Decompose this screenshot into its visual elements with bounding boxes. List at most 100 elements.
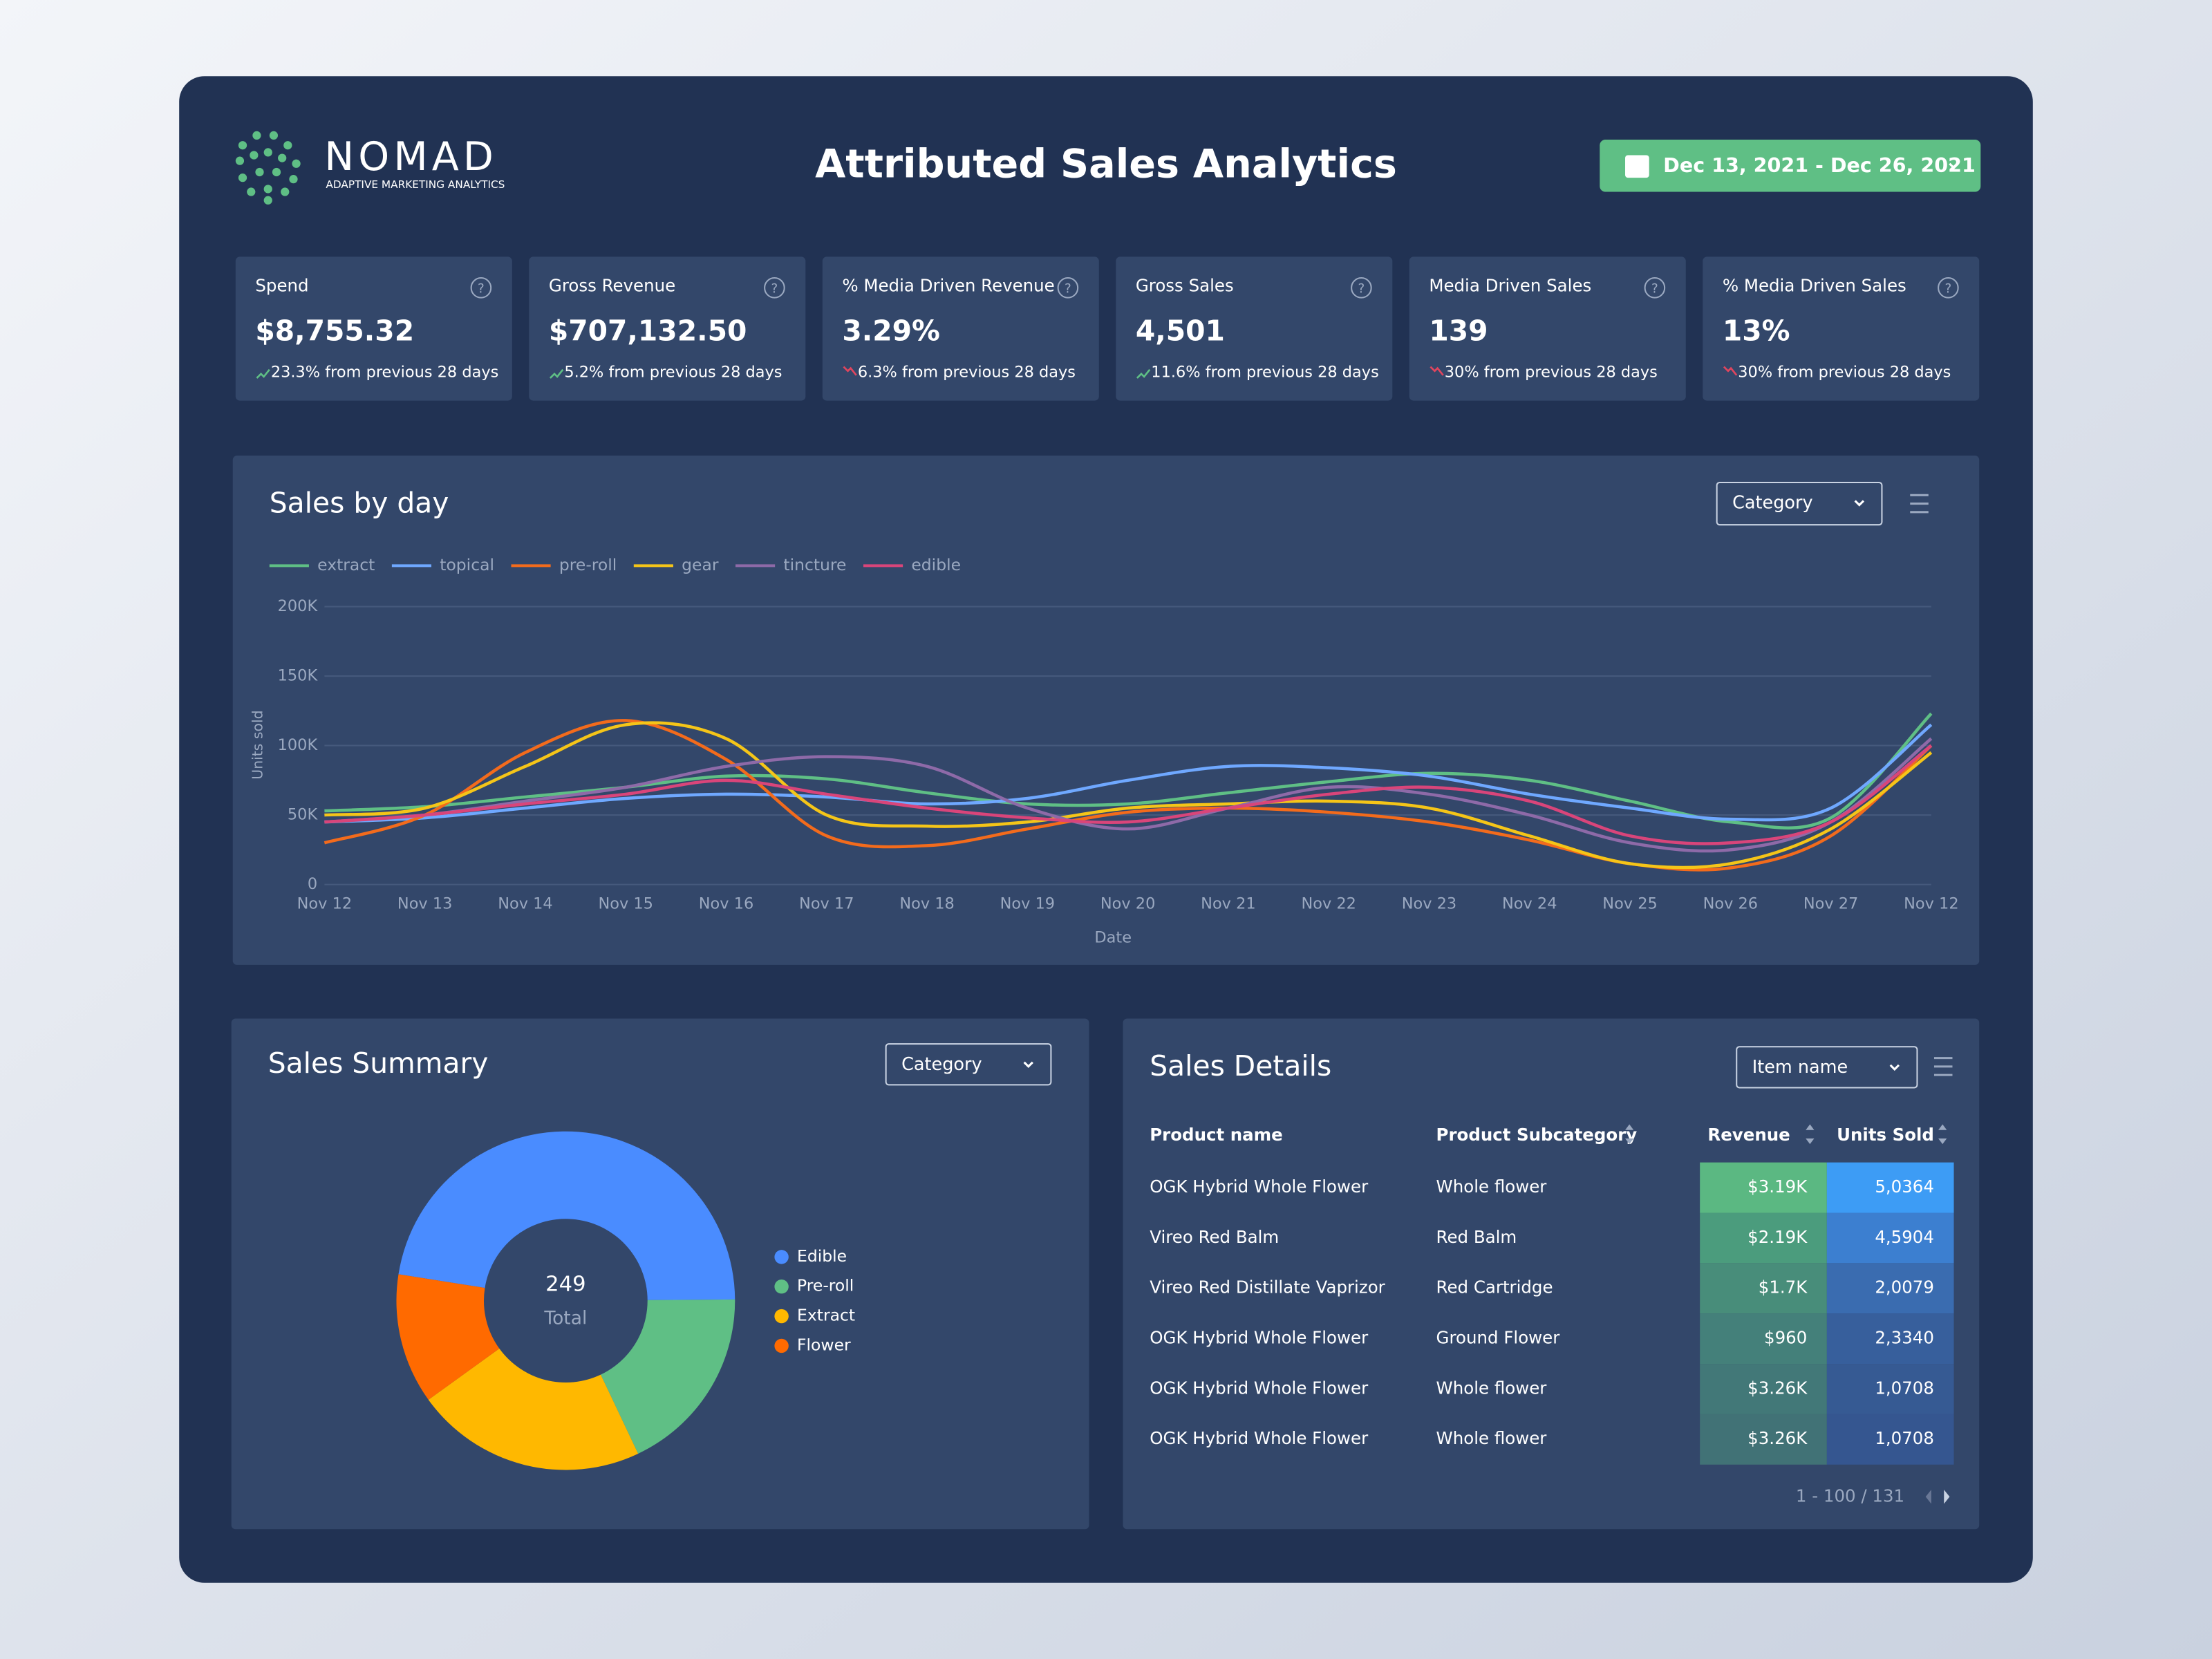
kpi-value: 3.29% — [842, 315, 940, 348]
dropdown-label[interactable]: Category — [901, 1054, 982, 1075]
help-icon[interactable] — [470, 277, 492, 299]
kpi-row: Spend ? $8,755.32 23.3% from previous 28 da… — [235, 256, 1980, 401]
revenue-cell — [1700, 1313, 1827, 1365]
x-tick-label: Nov 21 — [1201, 895, 1255, 913]
cell-text: Whole flower — [1436, 1428, 1548, 1448]
legend-label: Edible — [797, 1246, 847, 1266]
kpi-card — [1116, 256, 1393, 401]
menu-icon[interactable] — [1933, 1057, 1953, 1076]
line-chart: 0 50K 100K 150K 200K Nov 12 Nov 13 Nov 14 Nov 15… — [269, 555, 1959, 913]
item-dropdown[interactable] — [1736, 1046, 1918, 1089]
calendar-icon — [1625, 155, 1649, 178]
legend-dot — [774, 1338, 789, 1353]
line-card — [232, 456, 1980, 965]
sort-icon[interactable] — [1806, 1124, 1815, 1145]
logo-text: NOMAD — [324, 134, 498, 180]
legend-label: Pre-roll — [797, 1276, 854, 1295]
y-tick-label: 100K — [278, 736, 319, 754]
trend-icon — [256, 368, 270, 379]
column-header[interactable]: Revenue — [1707, 1125, 1790, 1145]
cell-text: $3.26K — [1747, 1378, 1808, 1398]
units-cell — [1826, 1364, 1954, 1414]
prev-page[interactable] — [1925, 1490, 1931, 1504]
y-tick-label: 200K — [278, 597, 319, 615]
cell-text: Whole flower — [1436, 1378, 1548, 1398]
cell-text: OGK Hybrid Whole Flower — [1150, 1328, 1369, 1348]
help-icon[interactable] — [1057, 277, 1079, 299]
cell-text: 5,0364 — [1875, 1177, 1934, 1197]
y-tick-label: 50K — [288, 806, 319, 824]
help-icon[interactable] — [1351, 277, 1372, 299]
chevron — [1889, 1064, 1900, 1071]
kpi-label: Spend — [255, 275, 308, 295]
revenue-cell — [1700, 1162, 1827, 1213]
sort-icon[interactable] — [1625, 1124, 1634, 1145]
category-dropdown[interactable] — [1716, 481, 1883, 526]
cell-text: OGK Hybrid Whole Flower — [1150, 1378, 1369, 1398]
dropdown-label[interactable]: Category — [1732, 493, 1812, 514]
help-mark: ? — [1065, 281, 1071, 296]
date-picker-button[interactable] — [1600, 140, 1981, 192]
legend-label: edible — [911, 555, 961, 574]
series-line — [324, 744, 1933, 845]
next-page[interactable] — [1944, 1490, 1950, 1504]
menu-icon[interactable] — [1910, 494, 1929, 514]
chevron — [1023, 1061, 1033, 1069]
legend-dot — [774, 1280, 789, 1294]
date-range[interactable]: Dec 13, 2021 - Dec 26, 2021 — [1663, 153, 1976, 177]
donut-total-label: Total — [543, 1308, 587, 1329]
column-header[interactable]: Product Subcategory — [1436, 1125, 1638, 1145]
units-cell — [1826, 1162, 1954, 1213]
logo-tagline: ADAPTIVE MARKETING ANALYTICS — [326, 178, 505, 191]
donut-chart: Edible Pre-roll Extract Flower — [396, 1131, 855, 1470]
cell-text: 2,3340 — [1875, 1328, 1934, 1348]
help-icon[interactable] — [1938, 277, 1959, 299]
kpi-value: 4,501 — [1136, 315, 1225, 348]
kpi-label: Gross Sales — [1136, 275, 1234, 295]
kpi-change: 30% from previous 28 days — [1445, 363, 1658, 381]
category-dropdown[interactable] — [885, 1043, 1052, 1086]
donut-total: 249 — [545, 1273, 585, 1297]
legend-label: tincture — [783, 555, 846, 574]
kpi-label: Gross Revenue — [549, 275, 675, 295]
units-cell — [1826, 1414, 1954, 1465]
kpi-label: % Media Driven Revenue — [842, 275, 1054, 295]
cell-text: $3.26K — [1747, 1428, 1808, 1448]
kpi-change: 11.6% from previous 28 days — [1151, 363, 1378, 381]
kpi-card — [529, 256, 806, 401]
pagination: 1 - 100 / 131 — [1796, 1485, 1904, 1506]
cell-text: OGK Hybrid Whole Flower — [1150, 1177, 1369, 1197]
column-header[interactable]: Units Sold — [1837, 1125, 1934, 1145]
x-tick-label: Nov 19 — [1000, 895, 1055, 913]
revenue-cell — [1700, 1263, 1827, 1314]
sort-icon[interactable] — [1938, 1124, 1947, 1145]
help-icon[interactable] — [764, 277, 785, 299]
cell-text: OGK Hybrid Whole Flower — [1150, 1428, 1369, 1448]
trend-icon — [843, 366, 857, 376]
table-title: Sales Details — [1150, 1049, 1331, 1082]
date-picker[interactable]: Dec 13, 2021 - Dec 26, 2021 — [1600, 140, 1981, 192]
dropdown-label[interactable]: Item name — [1752, 1057, 1848, 1078]
units-cell — [1826, 1313, 1954, 1365]
cell-text: 4,5904 — [1875, 1227, 1934, 1247]
help-icon[interactable] — [1644, 277, 1666, 299]
page-title: Attributed Sales Analytics — [815, 141, 1397, 187]
donut-slice — [428, 1348, 639, 1470]
kpi-label: % Media Driven Sales — [1723, 275, 1906, 295]
cell-text: Red Cartridge — [1436, 1277, 1553, 1297]
legend-dot — [774, 1309, 789, 1324]
help-mark: ? — [1358, 281, 1365, 296]
column-header[interactable]: Product name — [1150, 1125, 1283, 1145]
x-tick-label: Nov 23 — [1402, 895, 1456, 913]
x-tick-label: Nov 18 — [899, 895, 954, 913]
legend-label: pre-roll — [559, 555, 617, 574]
donut-slice — [396, 1274, 500, 1400]
trend-icon — [1723, 366, 1738, 376]
x-tick-label: Nov 20 — [1100, 895, 1155, 913]
x-tick-label: Nov 17 — [799, 895, 854, 913]
kpi-card — [1703, 256, 1980, 401]
x-tick-label: Nov 15 — [598, 895, 653, 913]
x-tick-label: Nov 24 — [1502, 895, 1557, 913]
kpi-change: 30% from previous 28 days — [1738, 363, 1951, 381]
